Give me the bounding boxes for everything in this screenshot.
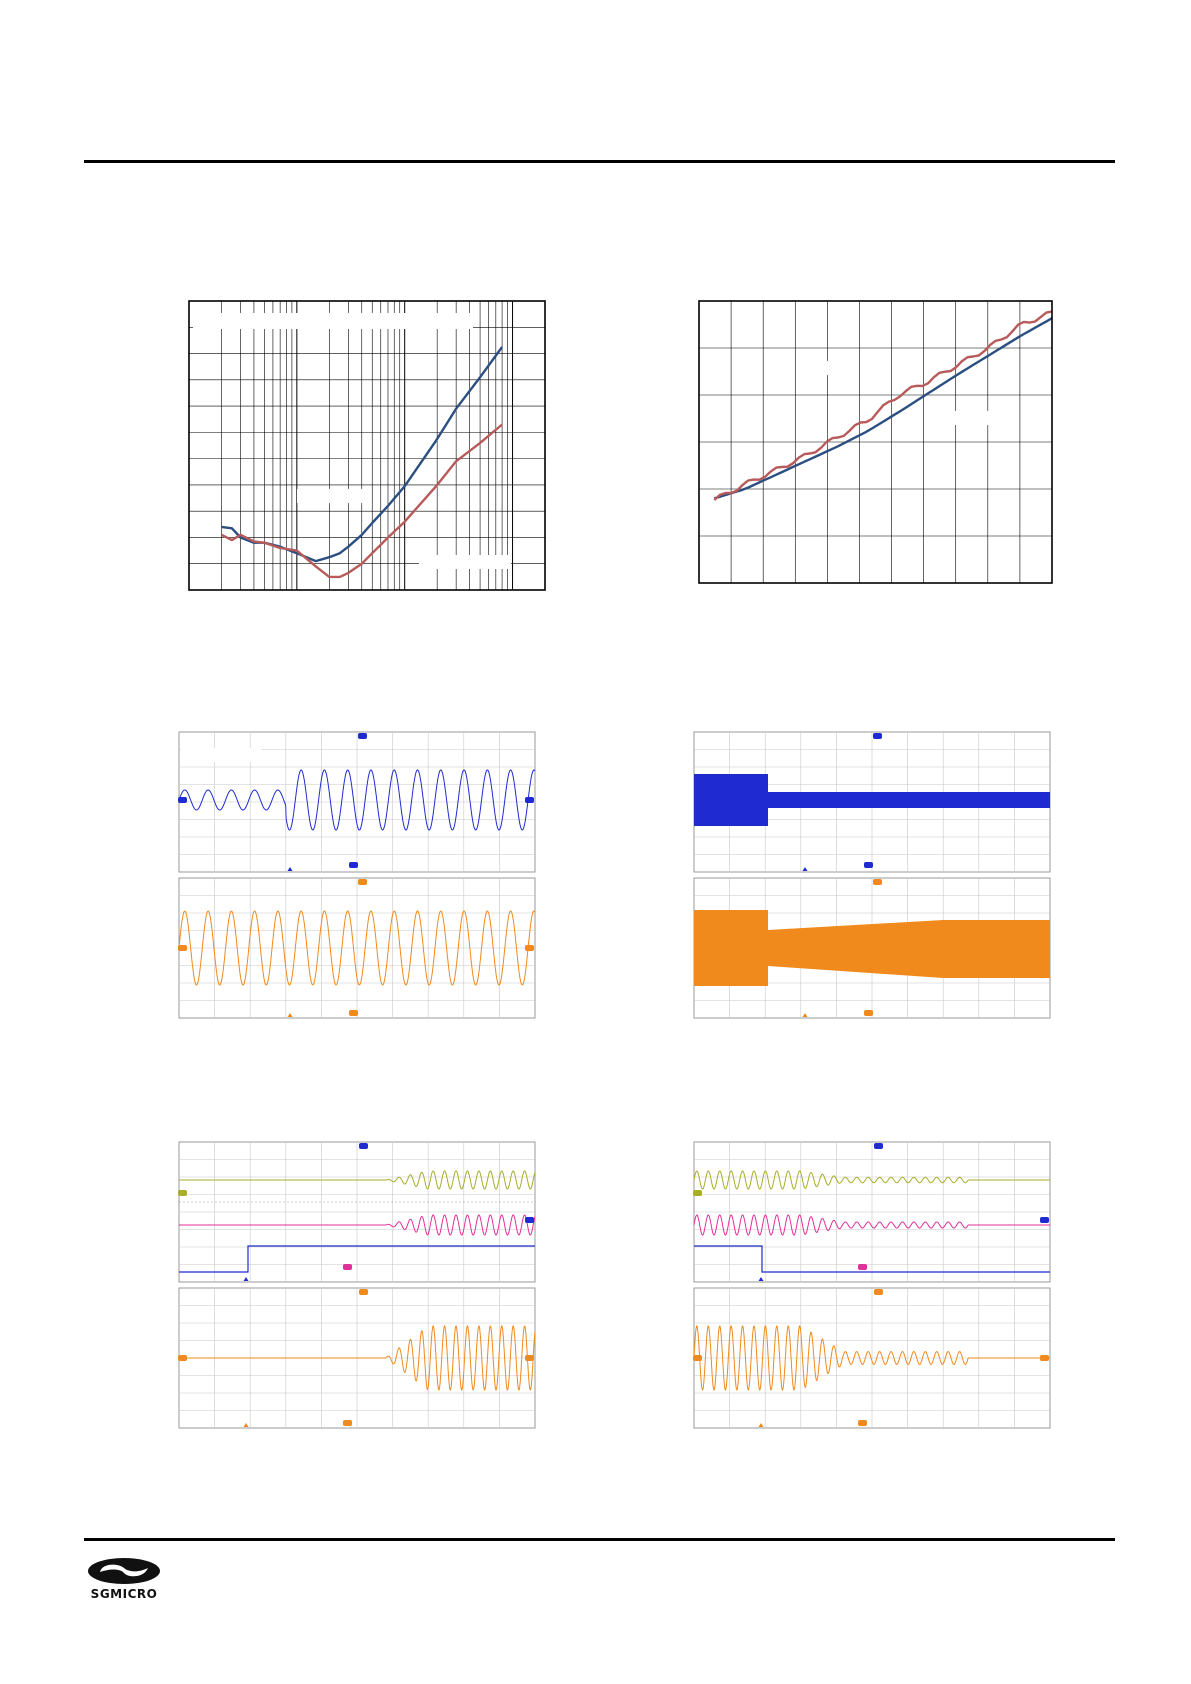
scope1-marker: [358, 879, 367, 885]
scope4-marker: [693, 1190, 702, 1196]
scope2-trigger: [802, 1013, 808, 1017]
chart1-series-1: [220, 423, 503, 579]
scope1-trigger: [287, 1013, 293, 1017]
scope1-marker: [349, 1010, 358, 1016]
chart2-series-0: [713, 317, 1053, 500]
scope1-marker: [525, 945, 534, 951]
scope1-trace-ch1: [178, 769, 536, 831]
scope-capture-4: [693, 1141, 1051, 1429]
scope4-marker: [1040, 1355, 1049, 1361]
scope2-marker: [864, 1010, 873, 1016]
scope1-marker: [358, 733, 367, 739]
scope3-trigger: [243, 1277, 249, 1281]
chart-log-frequency: [188, 300, 546, 591]
scope1-top: [178, 731, 536, 873]
scope1-bottom: [178, 877, 536, 1019]
scope1-marker: [178, 797, 187, 803]
scope3-trace-ch3: [179, 1214, 536, 1236]
scope2-marker: [873, 733, 882, 739]
footer-rule: [84, 1538, 1115, 1541]
scope4-marker: [874, 1143, 883, 1149]
scope4-trace-ch3: [693, 1214, 1050, 1236]
scope4-marker: [693, 1355, 702, 1361]
scope3-trace-ch4: [179, 1325, 536, 1391]
scope1-trace-ch4: [178, 910, 536, 986]
chart1-label-box: [419, 555, 511, 569]
scope1-marker: [525, 797, 534, 803]
scope4-top: [693, 1141, 1051, 1283]
scope4-marker: [858, 1264, 867, 1270]
scope3-marker: [525, 1217, 534, 1223]
scope4-bottom: [693, 1287, 1051, 1429]
scope2-trace-ch4-burst: [694, 910, 768, 986]
scope2-trace-ch1-steady: [768, 792, 1050, 808]
header-rule: [84, 160, 1115, 163]
scope2-marker: [873, 879, 882, 885]
scope1-marker: [178, 945, 187, 951]
scope1-label-box: [181, 748, 261, 762]
scope4-trigger: [758, 1423, 764, 1427]
chart2-frame: [698, 300, 1053, 584]
scope3-marker: [343, 1420, 352, 1426]
scope4-marker: [1040, 1217, 1049, 1223]
scope-capture-1: [178, 731, 536, 1019]
scope2-marker: [864, 862, 873, 868]
chart1-frame: [188, 300, 546, 591]
chart2-series-1: [713, 310, 1053, 501]
scope3-marker: [178, 1190, 187, 1196]
scope-capture-2: [693, 731, 1051, 1019]
scope3-marker: [178, 1355, 187, 1361]
scope3-marker: [359, 1143, 368, 1149]
scope3-top: [178, 1141, 536, 1283]
chart1-label-box: [193, 313, 473, 329]
scope-capture-3: [178, 1141, 536, 1429]
scope2-trace-ch1-burst: [694, 774, 768, 826]
scope2-trigger: [802, 867, 808, 871]
sgmicro-logo-icon: [88, 1558, 160, 1584]
scope4-trace-ch2: [693, 1170, 1050, 1190]
chart1-label-box: [297, 489, 367, 503]
scope3-trace-ch2: [179, 1170, 536, 1190]
scope2-trace-ch4-envelope: [768, 920, 1050, 978]
scope3-bottom: [178, 1287, 536, 1429]
scope3-marker: [525, 1355, 534, 1361]
scope3-marker: [343, 1264, 352, 1270]
scope3-trigger: [243, 1423, 249, 1427]
scope1-marker: [349, 862, 358, 868]
scope3-marker: [359, 1289, 368, 1295]
chart2-label-box: [811, 361, 859, 375]
sgmicro-logo: SGMICRO: [84, 1556, 164, 1606]
scope4-trace-ch1: [694, 1245, 1050, 1273]
scope2-top: [693, 731, 1051, 873]
sgmicro-logo-text: SGMICRO: [90, 1587, 158, 1601]
scope4-marker: [858, 1420, 867, 1426]
chart1-series-0: [221, 346, 504, 563]
scope4-trace-ch4: [693, 1325, 1050, 1391]
chart2-label-box: [949, 411, 997, 425]
scope3-trace-ch1: [179, 1245, 535, 1273]
scope4-marker: [874, 1289, 883, 1295]
scope2-bottom: [693, 877, 1051, 1019]
chart-linear: [698, 300, 1053, 584]
scope4-trigger: [758, 1277, 764, 1281]
scope1-trigger: [287, 867, 293, 871]
